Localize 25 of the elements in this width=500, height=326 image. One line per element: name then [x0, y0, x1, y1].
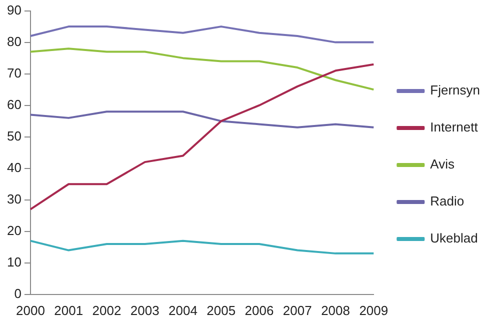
- y-tick-label: 10: [6, 254, 22, 270]
- x-tick-label: 2000: [16, 302, 45, 318]
- y-tick-label: 30: [6, 191, 22, 206]
- x-tick-label: 2004: [168, 302, 198, 318]
- y-tick-label: 50: [6, 128, 22, 144]
- x-tick-label: 2009: [359, 302, 388, 318]
- x-tick-label: 2007: [282, 302, 312, 318]
- legend-label: Radio: [430, 194, 464, 209]
- y-tick-label: 0: [14, 286, 22, 301]
- y-tick-label: 80: [6, 34, 22, 49]
- y-tick-label: 70: [6, 65, 22, 80]
- x-tick-label: 2005: [206, 302, 236, 318]
- y-tick-label: 60: [6, 96, 22, 112]
- y-tick-label: 90: [6, 2, 22, 18]
- legend-label: Internett: [430, 120, 478, 135]
- legend-label: Ukeblad: [430, 230, 478, 246]
- x-tick-label: 2003: [130, 302, 160, 318]
- y-tick-label: 20: [6, 222, 22, 238]
- x-tick-label: 2002: [92, 302, 122, 318]
- y-tick-label: 40: [6, 160, 22, 175]
- legend-label: Fjernsyn: [430, 82, 480, 98]
- legend-label: Avis: [430, 156, 455, 172]
- x-tick-label: 2006: [244, 302, 274, 318]
- x-tick-label: 2001: [54, 302, 84, 318]
- x-tick-label: 2008: [321, 302, 350, 318]
